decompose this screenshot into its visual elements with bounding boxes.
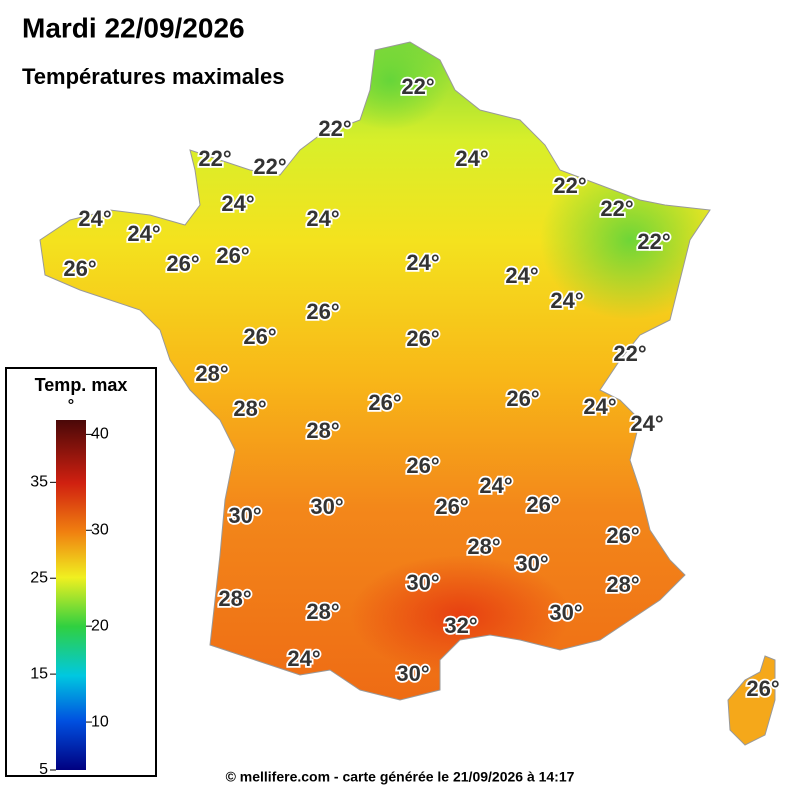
temperature-label: 22° bbox=[198, 146, 231, 171]
subtitle: Températures maximales bbox=[22, 64, 285, 89]
temperature-label: 28° bbox=[233, 396, 266, 421]
temperature-label: 24° bbox=[479, 473, 512, 498]
temperature-label: 30° bbox=[396, 661, 429, 686]
temperature-label: 22° bbox=[613, 341, 646, 366]
temperature-labels: 22°22°22° 22° 24°22°22°24°24°24°24°22°26° 2… bbox=[62, 72, 782, 703]
temperature-label: 24° bbox=[630, 411, 663, 436]
temperature-label: 24° bbox=[583, 394, 616, 419]
temperature-label: 26° bbox=[746, 676, 779, 701]
temperature-label: 30° bbox=[228, 503, 261, 528]
legend-tick-label: 20 bbox=[91, 617, 109, 634]
temperature-label: 26° bbox=[216, 243, 249, 268]
temperature-label: 26° bbox=[506, 386, 539, 411]
temperature-label: 30° bbox=[515, 551, 548, 576]
temperature-label: 22° bbox=[637, 229, 670, 254]
legend-ticks: 5 10 15 20 25 30 35 40 bbox=[30, 426, 109, 779]
temperature-label: 28° bbox=[467, 534, 500, 559]
france-border bbox=[39, 41, 711, 701]
temperature-label: 32° bbox=[444, 613, 477, 638]
legend-tick-label: 15 bbox=[30, 665, 48, 682]
legend-unit: ° bbox=[68, 397, 74, 414]
temperature-label: 26° bbox=[406, 326, 439, 351]
legend-title: Temp. max bbox=[35, 375, 128, 395]
temperature-label: 22° bbox=[553, 173, 586, 198]
temperature-label: 30° bbox=[549, 600, 582, 625]
temperature-label: 24° bbox=[78, 206, 111, 231]
temperature-label: 28° bbox=[306, 418, 339, 443]
temperature-label: 28° bbox=[218, 586, 251, 611]
temperature-label: 26° bbox=[435, 494, 468, 519]
temperature-label: 28° bbox=[606, 572, 639, 597]
legend-tick-label: 5 bbox=[39, 761, 48, 778]
temperature-label: 26° bbox=[368, 390, 401, 415]
temperature-label: 24° bbox=[505, 263, 538, 288]
temperature-label: 26° bbox=[243, 324, 276, 349]
footer: © mellifere.com - carte générée le 21/09… bbox=[226, 769, 575, 785]
legend-tick-label: 25 bbox=[30, 569, 48, 586]
temperature-label: 28° bbox=[195, 361, 228, 386]
title: Mardi 22/09/2026 bbox=[22, 12, 245, 43]
temperature-label: 24° bbox=[306, 206, 339, 231]
temperature-label: 22° bbox=[253, 154, 286, 179]
temperature-label: 30° bbox=[310, 494, 343, 519]
temperature-label: 26° bbox=[63, 256, 96, 281]
temperature-label: 24° bbox=[455, 146, 488, 171]
temperature-label: 24° bbox=[550, 288, 583, 313]
temperature-label: 26° bbox=[526, 492, 559, 517]
temperature-label: 26° bbox=[406, 453, 439, 478]
temperature-label: 24° bbox=[221, 191, 254, 216]
legend-tick-label: 30 bbox=[91, 521, 109, 538]
temperature-label: 28° bbox=[306, 599, 339, 624]
legend-tick-label: 10 bbox=[91, 713, 109, 730]
corsica bbox=[727, 655, 776, 746]
temperature-label: 22° bbox=[401, 74, 434, 99]
colorbar bbox=[56, 420, 86, 770]
temperature-label: 24° bbox=[127, 221, 160, 246]
legend-tick-label: 35 bbox=[30, 474, 48, 491]
temperature-label: 22° bbox=[600, 196, 633, 221]
legend-tick-label: 40 bbox=[91, 426, 109, 443]
temperature-label: 24° bbox=[287, 646, 320, 671]
temperature-label: 26° bbox=[306, 299, 339, 324]
temperature-label: 26° bbox=[606, 523, 639, 548]
temperature-label: 24° bbox=[406, 250, 439, 275]
temperature-label: 22° bbox=[318, 116, 351, 141]
temperature-label: 26° bbox=[166, 251, 199, 276]
temperature-label: 30° bbox=[406, 570, 439, 595]
